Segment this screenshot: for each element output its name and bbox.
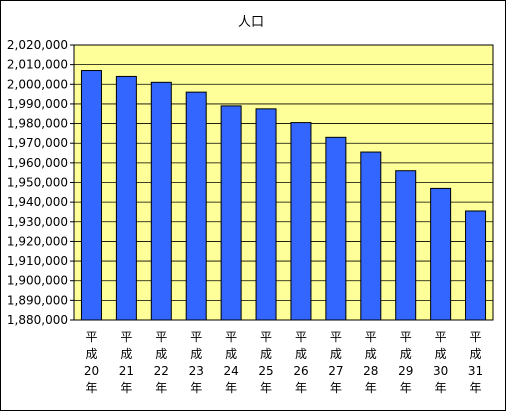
x-category-label: 成 (470, 347, 482, 361)
bar (325, 136, 347, 321)
x-category-label: 22 (154, 364, 169, 378)
y-tick-label: 2,010,000 (7, 58, 68, 72)
bar (150, 81, 172, 321)
x-category-label: 年 (260, 381, 272, 395)
x-category-label: 年 (225, 381, 237, 395)
bar (395, 170, 417, 321)
x-category-label: 年 (330, 381, 342, 395)
y-tick-label: 1,910,000 (7, 254, 68, 268)
bar (80, 70, 102, 321)
x-category-label: 成 (120, 347, 132, 361)
bar (290, 122, 312, 321)
y-tick-label: 1,980,000 (7, 117, 68, 131)
bar (220, 105, 242, 321)
bar (115, 75, 137, 321)
y-tick-label: 2,020,000 (7, 38, 68, 52)
x-category-label: 成 (85, 347, 97, 361)
x-category-label: 年 (85, 381, 97, 395)
x-category-label: 年 (365, 381, 377, 395)
x-category-label: 成 (400, 347, 412, 361)
bar (255, 108, 277, 321)
x-category-label: 24 (223, 364, 238, 378)
y-tick-label: 1,930,000 (7, 215, 68, 229)
x-category-label: 21 (119, 364, 134, 378)
y-tick-label: 1,890,000 (7, 293, 68, 307)
bar (430, 187, 452, 321)
x-category-label: 成 (260, 347, 272, 361)
x-category-label: 平 (85, 330, 97, 344)
x-category-label: 年 (155, 381, 167, 395)
y-tick-label: 2,000,000 (7, 77, 68, 91)
y-tick-label: 1,900,000 (7, 274, 68, 288)
y-tick-label: 1,950,000 (7, 176, 68, 190)
x-category-label: 成 (155, 347, 167, 361)
x-category-label: 年 (120, 381, 132, 395)
x-category-label: 成 (190, 347, 202, 361)
x-category-label: 平 (155, 330, 167, 344)
x-category-label: 平 (365, 330, 377, 344)
bars (80, 70, 487, 321)
x-category-label: 平 (400, 330, 412, 344)
x-category-label: 平 (190, 330, 202, 344)
x-axis: 平成20年平成21年平成22年平成23年平成24年平成25年平成26年平成27年… (84, 330, 483, 395)
x-category-label: 年 (190, 381, 202, 395)
bar (360, 151, 382, 321)
x-category-label: 成 (330, 347, 342, 361)
y-tick-label: 1,880,000 (7, 313, 68, 327)
x-category-label: 29 (398, 364, 413, 378)
gridlines (74, 44, 493, 321)
y-axis: 1,880,000 1,890,000 1,900,000 1,910,000 1,92… (7, 38, 74, 327)
y-tick-label: 1,970,000 (7, 136, 68, 150)
x-category-label: 26 (293, 364, 308, 378)
x-category-label: 成 (225, 347, 237, 361)
x-category-label: 年 (295, 381, 307, 395)
x-category-label: 23 (189, 364, 204, 378)
x-category-label: 27 (328, 364, 343, 378)
y-tick-label: 1,940,000 (7, 195, 68, 209)
x-category-label: 平 (225, 330, 237, 344)
x-category-label: 20 (84, 364, 99, 378)
bar (185, 91, 207, 321)
x-category-label: 平 (295, 330, 307, 344)
y-tick-label: 1,960,000 (7, 156, 68, 170)
x-category-label: 31 (468, 364, 483, 378)
x-category-label: 平 (330, 330, 342, 344)
chart-title: 人口 (238, 15, 264, 30)
x-category-label: 成 (295, 347, 307, 361)
x-category-label: 30 (433, 364, 448, 378)
x-category-label: 25 (258, 364, 273, 378)
x-category-label: 年 (470, 381, 482, 395)
x-category-label: 平 (435, 330, 447, 344)
bar (465, 210, 487, 321)
x-category-label: 平 (120, 330, 132, 344)
x-category-label: 平 (260, 330, 272, 344)
y-tick-label: 1,990,000 (7, 97, 68, 111)
x-category-label: 年 (435, 381, 447, 395)
x-category-label: 成 (435, 347, 447, 361)
x-category-label: 平 (470, 330, 482, 344)
x-category-label: 成 (365, 347, 377, 361)
y-tick-label: 1,920,000 (7, 234, 68, 248)
x-category-label: 28 (363, 364, 378, 378)
x-category-label: 年 (400, 381, 412, 395)
